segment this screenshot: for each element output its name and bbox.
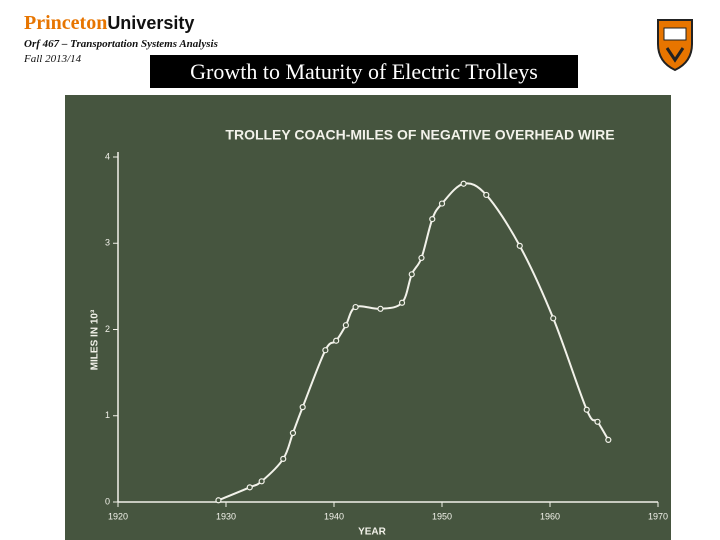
y-tick-label: 0 xyxy=(105,496,110,506)
y-axis-label: MILES IN 10³ xyxy=(90,309,101,370)
x-tick-label: 1940 xyxy=(324,511,344,521)
brand-bold: Princeton xyxy=(24,12,108,34)
data-point xyxy=(280,455,287,462)
data-point xyxy=(438,200,446,207)
data-point xyxy=(246,484,253,491)
data-point xyxy=(550,315,557,322)
x-tick-label: 1970 xyxy=(648,511,668,521)
data-point xyxy=(429,216,436,223)
y-tick-label: 3 xyxy=(105,238,110,248)
data-point xyxy=(333,337,340,344)
data-point xyxy=(258,478,265,485)
y-tick-label: 1 xyxy=(105,410,110,420)
data-point xyxy=(583,406,590,413)
data-point xyxy=(516,242,523,249)
corner-text: FE xyxy=(676,502,704,527)
data-point xyxy=(299,404,306,411)
x-tick-label: 1920 xyxy=(108,511,128,521)
data-point xyxy=(342,322,349,329)
data-point xyxy=(483,191,490,199)
brand: PrincetonUniversity xyxy=(24,12,194,35)
course: Orf 467 – Transportation Systems Analysi… xyxy=(24,38,218,50)
x-tick-label: 1950 xyxy=(432,511,452,521)
data-point xyxy=(605,436,612,443)
photo-background xyxy=(65,95,671,540)
term: Fall 2013/14 xyxy=(24,53,82,65)
x-tick-label: 1930 xyxy=(216,511,236,521)
data-point xyxy=(398,299,406,306)
y-tick-label: 4 xyxy=(105,151,110,161)
slide-title: Growth to Maturity of Electric Trolleys xyxy=(150,55,578,88)
data-point xyxy=(215,497,222,504)
y-tick-label: 2 xyxy=(105,324,110,334)
data-point xyxy=(352,303,359,311)
data-point xyxy=(460,180,467,187)
data-point xyxy=(418,254,425,262)
data-point xyxy=(322,347,329,354)
brand-rest: University xyxy=(107,13,195,33)
data-point xyxy=(594,418,601,425)
x-tick-label: 1960 xyxy=(540,511,560,521)
data-point xyxy=(377,305,384,312)
data-point xyxy=(408,271,415,278)
shield xyxy=(657,19,693,72)
x-axis-label: YEAR xyxy=(358,527,387,538)
chart-title: TROLLEY COACH-MILES OF NEGATIVE OVERHEAD… xyxy=(225,127,614,143)
data-point xyxy=(289,429,297,437)
